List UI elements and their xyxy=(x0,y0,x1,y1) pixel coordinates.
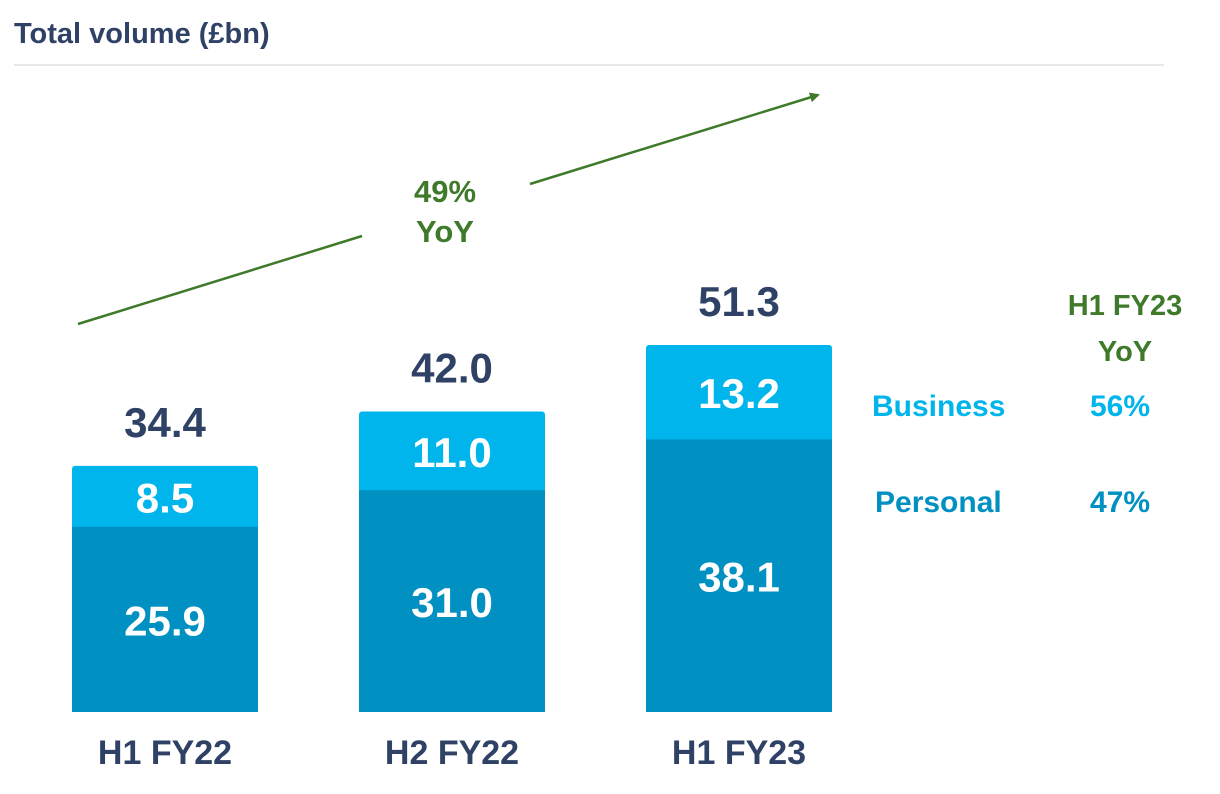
growth-arrow-tail xyxy=(77,234,363,326)
yoy-business-label: Business xyxy=(872,390,1006,423)
yoy-panel-header: H1 FY23 YoY xyxy=(1050,283,1200,375)
title-divider xyxy=(14,64,1164,66)
bar-personal xyxy=(72,526,258,712)
bar-business xyxy=(359,411,545,495)
growth-value: 49% xyxy=(413,174,477,209)
bar-personal-label: 25.9 xyxy=(124,597,206,644)
bar-personal-label: 38.1 xyxy=(698,554,780,601)
growth-label: YoY xyxy=(416,214,474,249)
yoy-panel-header-yoy: YoY xyxy=(1097,336,1153,368)
bar-business xyxy=(72,465,258,531)
bar-business-label: 13.2 xyxy=(698,370,780,417)
yoy-business-value: 56% xyxy=(1090,390,1151,423)
bar-total-label: 34.4 xyxy=(124,399,206,446)
bar-business-label: 8.5 xyxy=(136,474,194,521)
x-tick-label: H1 FY22 xyxy=(98,734,232,772)
x-tick-label: H2 FY22 xyxy=(385,734,519,772)
bar-total-label: 42.0 xyxy=(411,345,493,392)
bar-business xyxy=(646,345,832,444)
bar-personal xyxy=(646,439,832,712)
yoy-personal-label: Personal xyxy=(875,486,1002,519)
chart-title: Total volume (£bn) xyxy=(14,18,270,50)
growth-arrow-head xyxy=(529,92,820,186)
bar-business-label: 11.0 xyxy=(412,429,491,476)
bar-personal xyxy=(359,490,545,712)
x-tick-label: H1 FY23 xyxy=(672,734,806,772)
bar-total-label: 51.3 xyxy=(698,278,780,325)
growth-annotation: 49% YoY xyxy=(380,172,510,252)
bar-personal-label: 31.0 xyxy=(411,579,493,626)
yoy-personal-value: 47% xyxy=(1090,486,1151,519)
yoy-panel-header-period: H1 FY23 xyxy=(1067,290,1183,322)
